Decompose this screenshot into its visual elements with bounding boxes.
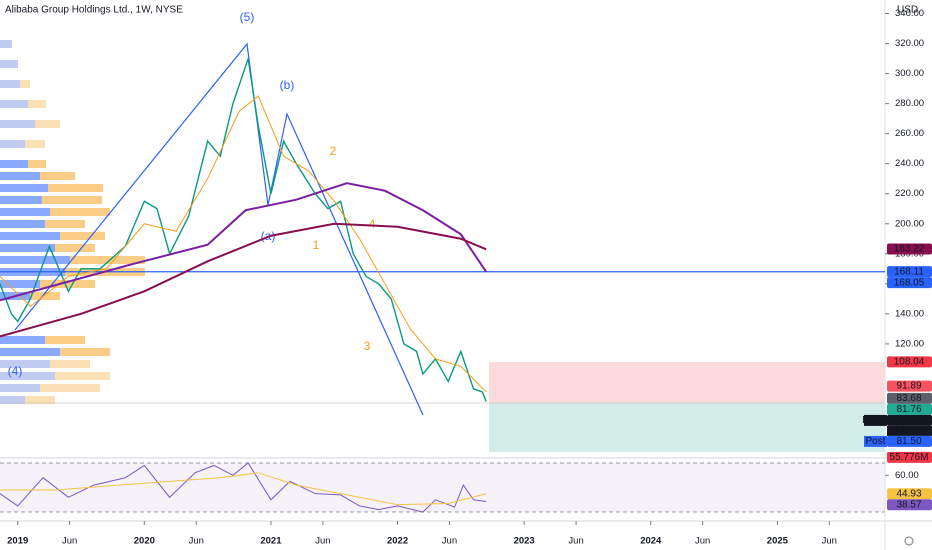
wave-lines — [14, 42, 424, 416]
price-tag-bg — [887, 266, 932, 278]
price-tag-bg — [887, 499, 932, 511]
x-tick-label: Jun — [568, 536, 583, 547]
price-tag: 81.50 — [896, 436, 921, 447]
x-tick-label: Jun — [822, 536, 837, 547]
currency: USD — [897, 5, 918, 16]
countdown: 1d 21h — [894, 425, 925, 436]
price-tag-bg — [887, 356, 932, 368]
price-tag-bg — [887, 435, 932, 447]
price-tag: 168.11 — [894, 266, 924, 277]
x-tick-label: Jun — [695, 536, 710, 547]
settings-icon[interactable] — [904, 536, 914, 546]
y-tick-label: 300.00 — [895, 68, 924, 79]
y-tick-label: 200.00 — [895, 218, 924, 229]
y-tick-label: 340.00 — [895, 8, 924, 19]
wave-label: 2 — [330, 144, 337, 158]
price-tag-bg — [887, 380, 932, 392]
price-tag: 38.57 — [896, 499, 921, 510]
wave-label: (b) — [280, 78, 295, 92]
symbol-tag-bg — [864, 414, 887, 426]
series-line — [0, 462, 487, 513]
symbol-tag: BABA — [862, 415, 889, 426]
wave-label: 4 — [369, 217, 376, 231]
x-tick-label: Jun — [62, 536, 77, 547]
y-tick-label: 280.00 — [895, 98, 924, 109]
x-tick-label: Jun — [189, 536, 204, 547]
target-zone — [489, 403, 885, 452]
wave-label: (4) — [8, 364, 23, 378]
price-tag-bg — [887, 392, 932, 404]
series-line — [0, 182, 488, 302]
x-tick-label: 2019 — [7, 536, 28, 547]
symbol-title: Alibaba Group Holdings Ltd., 1W, NYSE — [5, 5, 183, 16]
y-tick-label: 220.00 — [895, 188, 924, 199]
x-tick-label: 2022 — [387, 536, 408, 547]
x-tick-label: 2023 — [514, 536, 535, 547]
y-tick-label: 140.00 — [895, 308, 924, 319]
wave-label: (5) — [240, 10, 255, 24]
stop-zone — [489, 362, 885, 403]
price-tag-bg — [887, 414, 932, 426]
series-line — [0, 222, 487, 338]
x-tick-label: Jun — [442, 536, 457, 547]
rsi-band — [0, 463, 885, 512]
countdown-bg — [887, 425, 932, 436]
y-tick-label: 120.00 — [895, 338, 924, 349]
price-tag: 91.89 — [896, 381, 921, 392]
y-tick-label: 320.00 — [895, 38, 924, 49]
symbol-tag-bg — [864, 435, 887, 447]
volume-profile — [0, 40, 145, 404]
price-tag-bg — [887, 277, 932, 289]
x-tick-label: 2025 — [767, 536, 789, 547]
y-tick-label: 240.00 — [895, 158, 924, 169]
price-tag: 168.05 — [894, 277, 925, 288]
y-tick-label: 260.00 — [895, 128, 924, 139]
price-tag-bg — [887, 488, 932, 500]
price-tag-bg — [887, 403, 932, 415]
x-tick-label: Jun — [315, 536, 330, 547]
volume-tag-bg — [887, 451, 932, 463]
price-tag-bg — [887, 243, 932, 255]
price-tag: 108.04 — [894, 356, 925, 367]
price-tag: 44.93 — [896, 488, 921, 499]
price-tag: 81.60 — [896, 415, 921, 426]
y-tick-label: 60.00 — [895, 470, 919, 481]
price-tag: 81.76 — [896, 404, 921, 415]
volume-tag: 55.776M — [890, 452, 929, 463]
wave-label: 1 — [313, 238, 320, 252]
series-line — [0, 472, 487, 506]
series-line — [0, 95, 487, 393]
price-tag: 83.68 — [896, 393, 921, 404]
x-tick-label: 2024 — [640, 536, 662, 547]
price-tag: 183.22 — [894, 244, 925, 255]
wave-label: 3 — [364, 339, 371, 353]
x-tick-label: 2021 — [260, 536, 282, 547]
series-line — [0, 58, 487, 402]
symbol-tag: Post — [865, 436, 885, 447]
x-tick-label: 2020 — [134, 536, 155, 547]
